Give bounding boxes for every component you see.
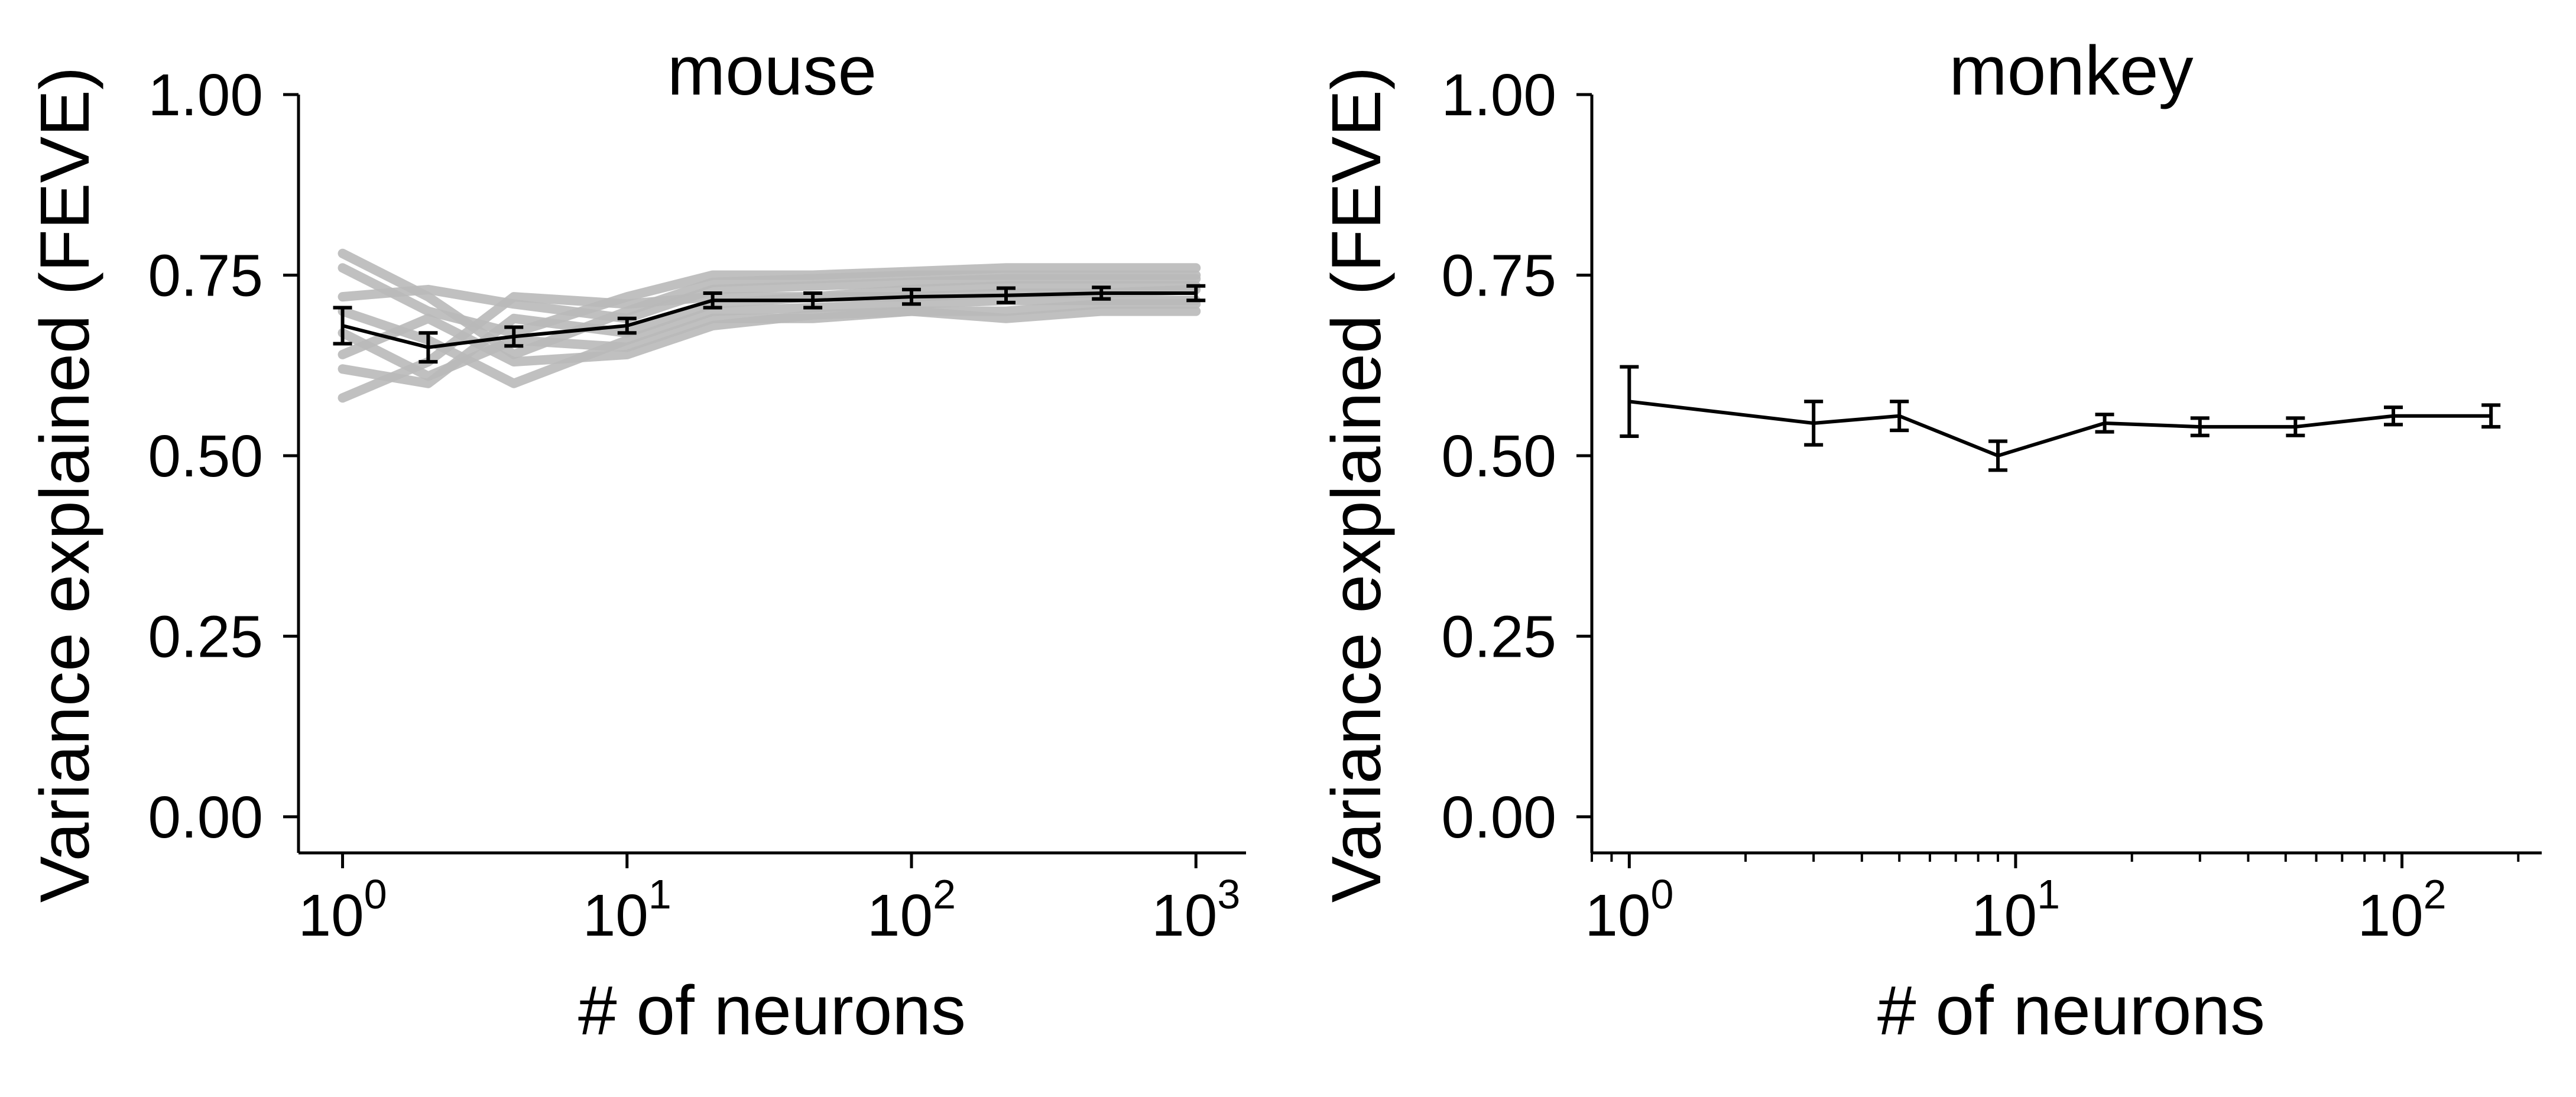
monkey-x-tick-label: 100: [1585, 871, 1673, 949]
monkey-y-tick-label: 0.00: [1441, 784, 1556, 851]
monkey-y-tick-label: 0.50: [1441, 423, 1556, 489]
monkey-y-tick-label: 0.25: [1441, 603, 1556, 670]
mouse-x-tick-label: 101: [583, 871, 671, 949]
mouse-x-tick-label: 102: [867, 871, 956, 949]
mouse-x-tick-exponent: 0: [364, 871, 387, 917]
mouse-x-tick-base: 10: [867, 882, 933, 949]
monkey-panel: monkey Variance explained (FEVE) # of ne…: [1318, 32, 2542, 1050]
mouse-individual-series-line: [338, 281, 1201, 403]
mouse-y-axis-label: Variance explained (FEVE): [26, 67, 104, 903]
mouse-y-tick-label: 1.00: [148, 62, 263, 128]
monkey-x-axis-label: # of neurons: [1877, 972, 2265, 1050]
monkey-y-tick-label: 0.75: [1441, 242, 1556, 309]
monkey-x-tick-exponent: 2: [2423, 871, 2447, 917]
mouse-x-tick-label: 103: [1151, 871, 1240, 949]
mouse-individual-series-line: [338, 263, 1201, 338]
mouse-mean-series-line: [342, 291, 1196, 349]
mouse-panel: mouse Variance explained (FEVE) # of neu…: [26, 32, 1246, 1050]
monkey-y-axis-label: Variance explained (FEVE): [1318, 67, 1396, 903]
monkey-x-tick-exponent: 0: [1650, 871, 1673, 917]
monkey-x-tick-label: 102: [2357, 871, 2446, 949]
mouse-y-tick-label: 0.50: [148, 423, 263, 489]
mouse-y-tick-label: 0.75: [148, 242, 263, 309]
monkey-x-tick-base: 10: [1585, 882, 1650, 949]
mouse-title: mouse: [667, 32, 877, 110]
monkey-title: monkey: [1949, 32, 2193, 110]
mouse-individual-series-line: [338, 306, 1201, 367]
monkey-x-tick-exponent: 1: [2037, 871, 2060, 917]
monkey-y-tick-label: 1.00: [1441, 62, 1556, 128]
mouse-x-tick-exponent: 1: [648, 871, 671, 917]
mouse-y-tick-label: 0.00: [148, 784, 263, 851]
mouse-individual-series-line: [338, 274, 1201, 323]
mouse-x-tick-label: 100: [298, 871, 387, 949]
mouse-x-axis-label: # of neurons: [578, 972, 966, 1050]
mouse-y-tick-label: 0.25: [148, 603, 263, 670]
mouse-x-tick-base: 10: [1151, 882, 1217, 949]
mouse-x-tick-exponent: 2: [933, 871, 956, 917]
mouse-x-tick-exponent: 3: [1217, 871, 1240, 917]
mouse-x-tick-base: 10: [583, 882, 648, 949]
monkey-x-tick-base: 10: [2357, 882, 2423, 949]
monkey-x-tick-label: 101: [1971, 871, 2060, 949]
monkey-x-tick-base: 10: [1971, 882, 2037, 949]
mouse-x-tick-base: 10: [298, 882, 364, 949]
